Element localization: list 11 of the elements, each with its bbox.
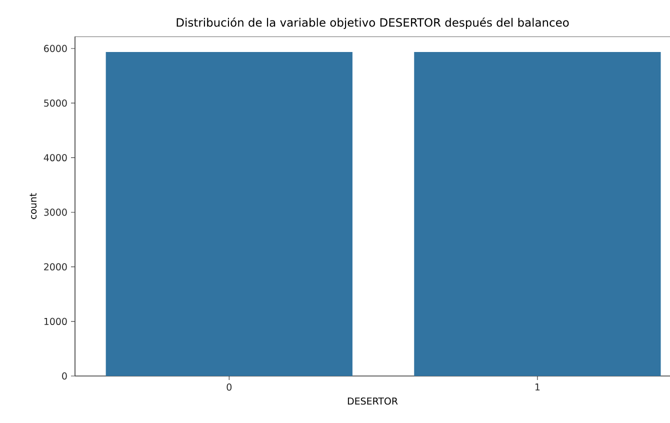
x-axis-title: DESERTOR <box>348 398 398 405</box>
y-tick-label: 4000 <box>44 154 67 162</box>
x-tick-label: 1 <box>535 384 540 390</box>
y-tick-label: 6000 <box>44 44 67 52</box>
y-tick-label: 1000 <box>44 318 67 326</box>
chart-title: Distribución de la variable objetivo DESERTOR después del balanceo <box>176 17 569 29</box>
y-tick-label: 3000 <box>44 208 67 216</box>
y-tick-label: 2000 <box>44 263 67 270</box>
y-tick-label: 0 <box>62 372 67 380</box>
y-tick-label: 5000 <box>44 100 67 107</box>
y-axis-title: count <box>30 193 37 220</box>
